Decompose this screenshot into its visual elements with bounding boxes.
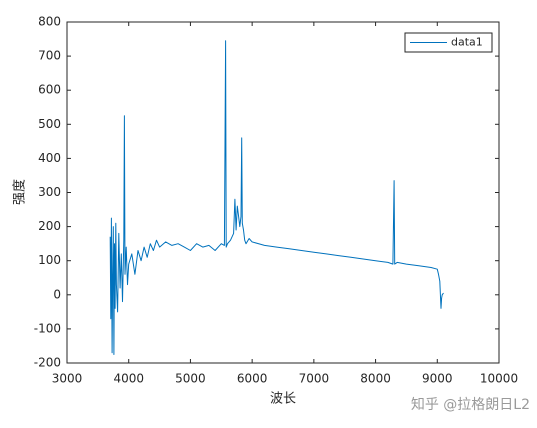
y-tick-label: 100 bbox=[38, 253, 61, 267]
x-tick-label: 7000 bbox=[299, 372, 330, 386]
watermark: 知乎 @拉格朗日L2 bbox=[411, 396, 530, 413]
x-tick-label: 10000 bbox=[480, 372, 518, 386]
legend-box bbox=[404, 32, 493, 53]
data-line bbox=[109, 40, 444, 355]
y-tick-label: 400 bbox=[38, 151, 61, 165]
y-tick-label: -100 bbox=[34, 321, 61, 335]
y-tick-label: -200 bbox=[34, 356, 61, 370]
y-axis-label: 强度 bbox=[12, 179, 28, 205]
legend-label: data1 bbox=[451, 36, 483, 49]
x-tick-label: 5000 bbox=[175, 372, 206, 386]
y-tick-label: 600 bbox=[38, 83, 61, 97]
y-tick-label: 500 bbox=[38, 117, 61, 131]
x-tick-label: 6000 bbox=[237, 372, 268, 386]
x-tick-label: 9000 bbox=[422, 372, 453, 386]
y-tick-label: 200 bbox=[38, 219, 61, 233]
y-tick-label: 700 bbox=[38, 49, 61, 63]
y-tick-label: 300 bbox=[38, 185, 61, 199]
x-axis-label: 波长 bbox=[270, 392, 296, 407]
x-tick-label: 3000 bbox=[52, 372, 83, 386]
x-tick-label: 4000 bbox=[113, 372, 144, 386]
y-tick-label: 0 bbox=[53, 287, 61, 301]
x-tick-label: 8000 bbox=[360, 372, 391, 386]
y-tick-label: 800 bbox=[38, 15, 61, 29]
